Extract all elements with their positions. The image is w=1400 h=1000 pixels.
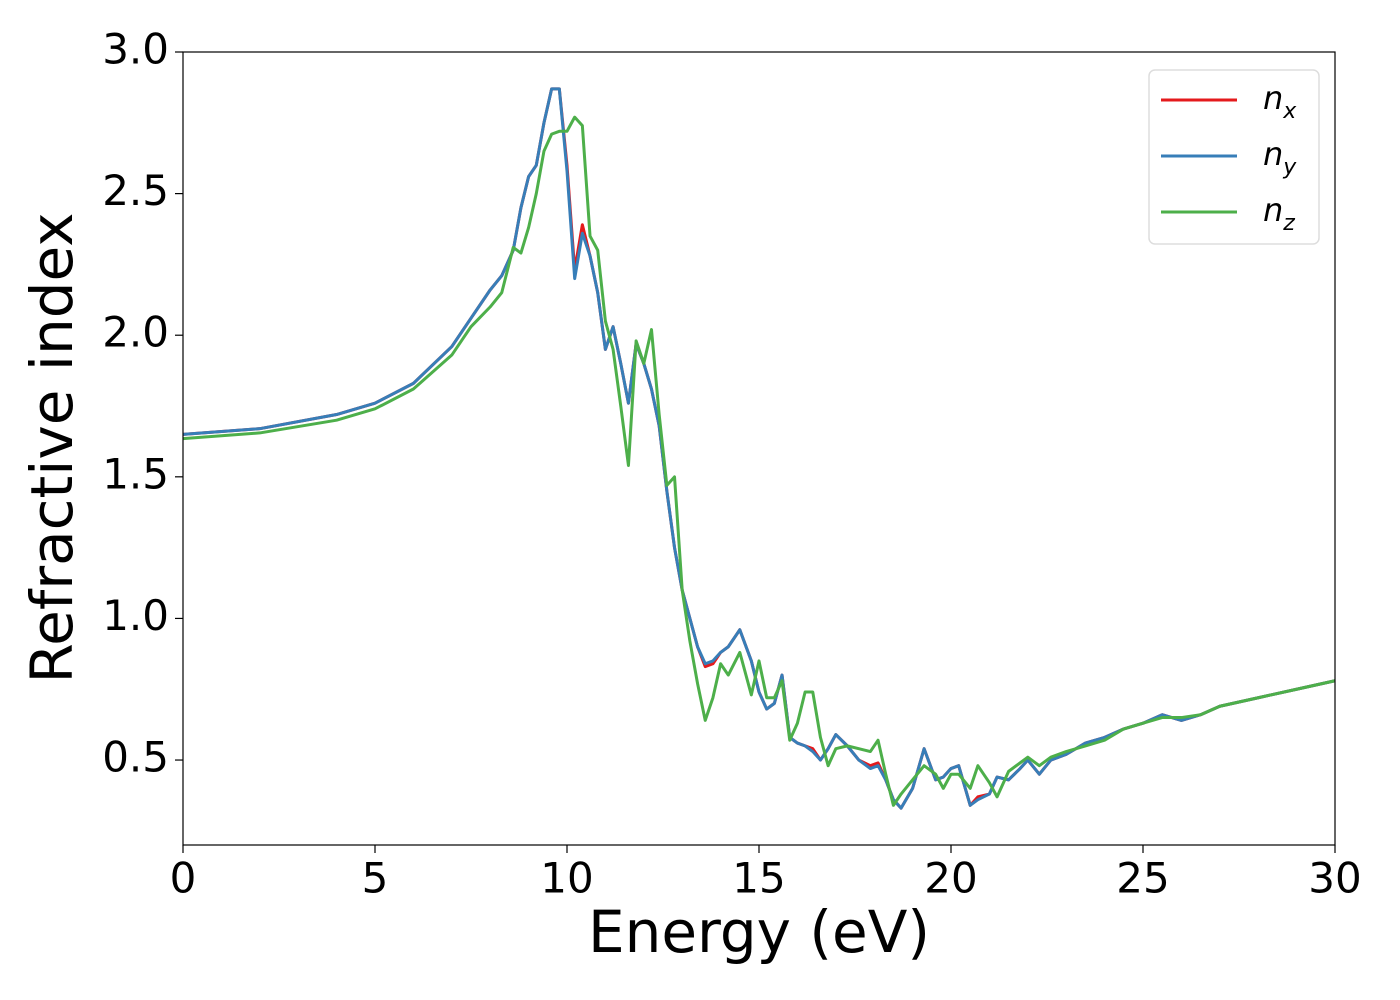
legend-label-sub: y <box>1282 155 1297 180</box>
x-tick-label: 30 <box>1308 854 1361 903</box>
x-tick-label: 15 <box>732 854 785 903</box>
legend-label-main: n <box>1263 79 1283 117</box>
x-tick-label: 20 <box>924 854 977 903</box>
legend-label: ny <box>1263 135 1297 180</box>
y-tick-label: 1.0 <box>102 591 169 640</box>
y-tick-label: 3.0 <box>102 25 169 74</box>
x-tick-label: 10 <box>540 854 593 903</box>
y-axis-label: Refractive index <box>18 212 86 683</box>
series-line <box>182 115 1336 807</box>
legend-label-sub: z <box>1282 211 1295 236</box>
x-axis-label: Energy (eV) <box>588 898 930 966</box>
legend-label-main: n <box>1263 135 1283 173</box>
legend-label-main: n <box>1263 191 1283 229</box>
x-tick-label: 25 <box>1116 854 1169 903</box>
y-tick-label: 2.0 <box>102 308 169 357</box>
y-tick-label: 0.5 <box>102 733 169 782</box>
legend-label-sub: x <box>1282 99 1297 124</box>
legend-label: nz <box>1263 191 1295 236</box>
y-tick-label: 2.5 <box>102 166 169 215</box>
plot-frame <box>182 51 1336 846</box>
x-tick-label: 5 <box>362 854 389 903</box>
x-tick-label: 0 <box>170 854 197 903</box>
legend-label: nx <box>1263 79 1297 124</box>
series-line <box>182 87 1336 810</box>
y-tick-label: 1.5 <box>102 449 169 498</box>
